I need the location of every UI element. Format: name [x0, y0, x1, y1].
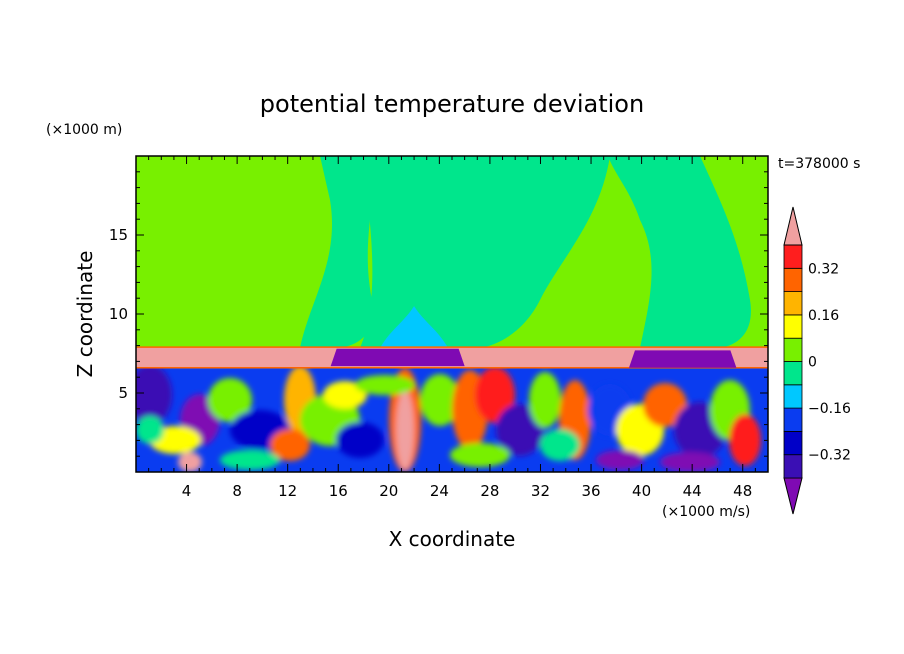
x-tick-label: 44: [683, 482, 702, 500]
x-tick-label: 4: [182, 482, 192, 500]
cool-intrusion-2: [608, 156, 751, 348]
colorbar-label: 0.32: [808, 261, 839, 277]
colorbar-segment: [783, 267, 803, 292]
eddy-9: [323, 381, 367, 409]
colorbar-segment: [783, 291, 803, 316]
time-label: t=378000 s: [778, 156, 860, 172]
colorbar-segment: [783, 407, 803, 432]
colorbar-segment: [783, 430, 803, 456]
colorbar-segment: [783, 244, 803, 269]
colorbar-label: 0: [808, 355, 817, 371]
eddy-11: [396, 390, 414, 470]
eddy-25: [178, 452, 202, 472]
x-tick-label: 28: [480, 482, 499, 500]
colorbar-segment: [783, 361, 803, 386]
eddy-28: [220, 450, 280, 470]
convective-eddies: [136, 365, 761, 472]
chart-title: potential temperature deviation: [260, 90, 644, 118]
x-tick-label: 8: [232, 482, 242, 500]
x-tick-label: 12: [278, 482, 297, 500]
y-unit-label: (×1000 m): [46, 122, 122, 138]
colorbar-segment: [783, 314, 803, 339]
x-axis-ticks: 4 8 12 16 20 24 28 32 36 40 44 48: [148, 156, 756, 500]
eddy-0: [136, 365, 172, 425]
colorbar: 0.32 0.16 0 −0.16 −0.32: [783, 206, 851, 515]
eddy-12: [420, 374, 460, 426]
x-tick-label: 40: [632, 482, 651, 500]
colorbar-label: −0.16: [808, 401, 851, 417]
x-tick-label: 16: [329, 482, 348, 500]
y-tick-label: 5: [118, 384, 128, 402]
eddy-14: [475, 367, 515, 423]
eddy-31: [355, 375, 415, 395]
cool-plume: [380, 306, 449, 348]
eddy-15: [496, 404, 544, 456]
heatmap-field: [136, 156, 768, 472]
y-axis-ticks: 5 10 15: [109, 171, 768, 457]
eddy-6: [270, 429, 310, 461]
cold-pool-0: [330, 348, 465, 367]
eddy-21: [643, 383, 687, 427]
eddy-16: [529, 372, 561, 428]
eddy-27: [450, 443, 510, 467]
eddy-3: [208, 378, 252, 422]
colorbar-extend-high: [783, 206, 803, 246]
x-tick-label: 20: [379, 482, 398, 500]
colorbar-segment: [783, 337, 803, 362]
cool-intrusion-0: [300, 156, 374, 348]
colorbar-segment: [783, 384, 803, 409]
cold-pool-1: [628, 350, 737, 368]
x-tick-label: 24: [430, 482, 449, 500]
y-tick-label: 10: [109, 305, 128, 323]
colorbar-extend-low: [783, 477, 803, 515]
eddy-30: [136, 416, 164, 444]
eddy-29: [660, 452, 720, 472]
y-tick-label: 15: [109, 226, 128, 244]
x-tick-label: 32: [531, 482, 550, 500]
x-unit-label: (×1000 m/s): [662, 504, 750, 520]
eddy-24: [729, 414, 761, 466]
colorbar-label: −0.32: [808, 448, 851, 464]
eddy-8: [336, 422, 384, 458]
y-axis-label: Z coordinate: [73, 251, 97, 378]
eddy-26: [596, 450, 644, 470]
x-axis-label: X coordinate: [389, 527, 516, 551]
eddy-18: [540, 429, 580, 461]
cool-intrusion-1: [360, 156, 610, 348]
x-tick-label: 48: [733, 482, 752, 500]
colorbar-label: 0.16: [808, 308, 839, 324]
colorbar-segment: [783, 454, 803, 479]
x-tick-label: 36: [581, 482, 600, 500]
